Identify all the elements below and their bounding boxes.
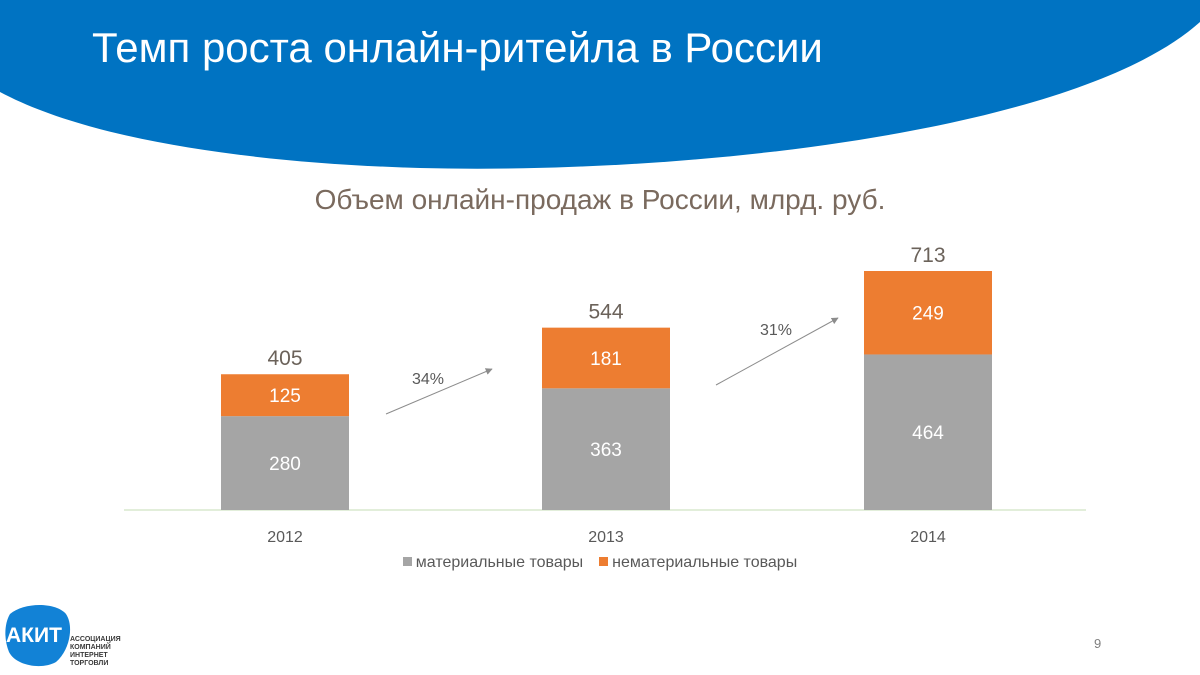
logo-wordmark: АКИТ [6, 624, 62, 647]
logo-line-3: ИНТЕРНЕТ [70, 652, 108, 659]
data-label-nonmaterial-2014: 249 [912, 304, 944, 325]
header-wave [0, 0, 1200, 169]
data-label-material-2012: 280 [269, 454, 301, 475]
chart-legend: материальные товары нематериальные товары [0, 554, 1200, 572]
growth-label-1: 34% [412, 371, 444, 388]
data-label-nonmaterial-2012: 125 [269, 386, 301, 407]
logo-line-2: КОМПАНИЙ [70, 642, 111, 651]
bar-nonmaterial-2014 [864, 271, 992, 355]
akit-logo: АКИТ АССОЦИАЦИЯ КОМПАНИЙ ИНТЕРНЕТ ТОРГОВ… [5, 605, 121, 667]
legend-item-material: материальные товары [402, 554, 584, 572]
growth-arrow-1 [385, 368, 493, 415]
x-tick-label-2014: 2014 [910, 529, 946, 546]
data-label-material-2013: 363 [590, 440, 622, 461]
bar-material-2014 [864, 354, 992, 510]
legend-item-nonmaterial: нематериальные товары [599, 554, 797, 572]
total-label-2012: 405 [267, 347, 302, 370]
data-label-nonmaterial-2013: 181 [590, 349, 622, 370]
bar-nonmaterial-2013 [542, 327, 670, 389]
legend-swatch-material [402, 557, 412, 566]
logo-line-4: ТОРГОВЛИ [70, 660, 108, 667]
total-label-2014: 713 [910, 244, 945, 267]
x-tick-label-2012: 2012 [267, 529, 303, 546]
growth-label-2: 31% [760, 322, 792, 339]
legend-label-nonmaterial: нематериальные товары [612, 554, 798, 571]
legend-label-material: материальные товары [415, 554, 584, 571]
logo-emblem [5, 605, 71, 667]
legend-swatch-nonmaterial [599, 557, 609, 566]
bar-nonmaterial-2012 [221, 374, 349, 417]
bar-material-2013 [542, 388, 670, 510]
logo-line-1: АССОЦИАЦИЯ [70, 636, 121, 643]
bar-material-2012 [221, 416, 349, 510]
header-band [0, 0, 1200, 169]
chart-title: Объем онлайн-продаж в России, млрд. руб. [314, 184, 886, 215]
x-tick-label-2013: 2013 [588, 529, 624, 546]
data-label-material-2014: 464 [912, 423, 944, 444]
page-number: 9 [1094, 636, 1102, 651]
growth-arrow-2 [715, 317, 839, 386]
slide-title: Темп роста онлайн-ритейла в России [92, 24, 823, 71]
total-label-2013: 544 [588, 301, 623, 324]
